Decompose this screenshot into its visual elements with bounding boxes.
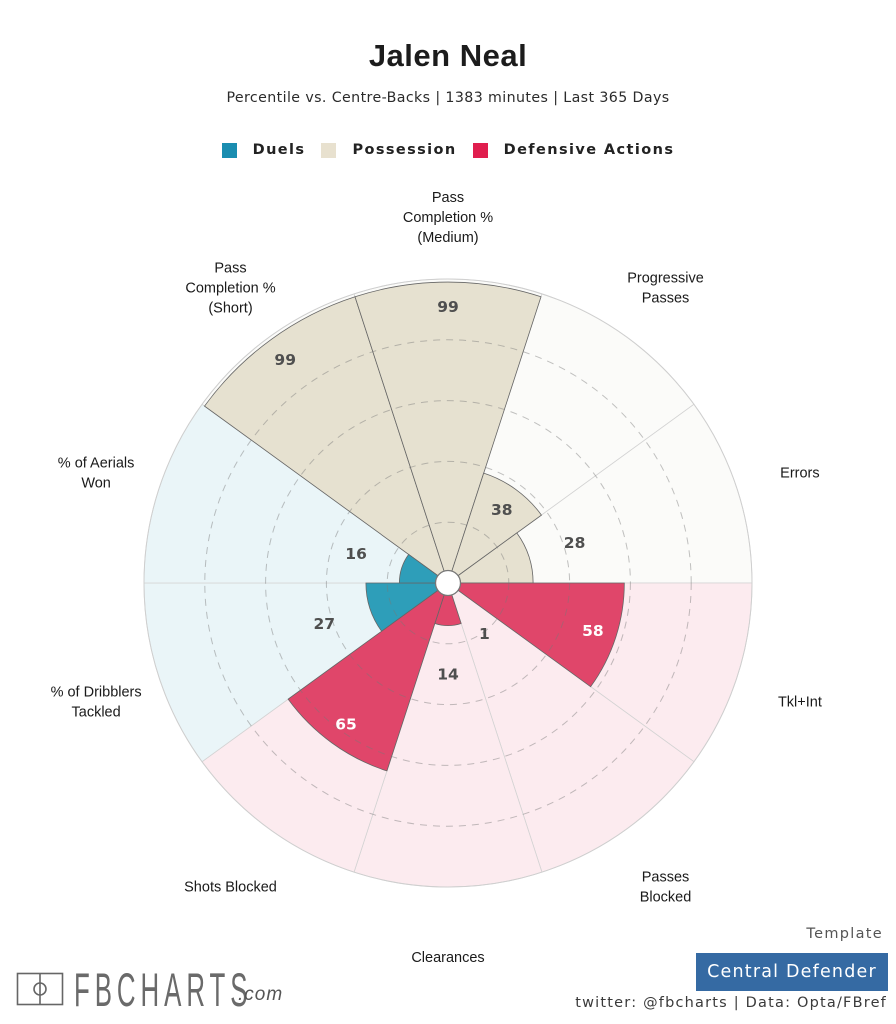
pitch-icon <box>16 972 64 1006</box>
category-label-pct-of-dribblers-tackled: % of Dribblers Tackled <box>51 684 142 720</box>
value-label-pass-completion-pct-short: 99 <box>274 351 296 369</box>
category-label-line: (Medium) <box>417 230 478 246</box>
category-label-line: (Short) <box>208 301 252 317</box>
category-label-pass-completion-pct-medium: Pass Completion % (Medium) <box>403 190 493 246</box>
legend-item-defensive-actions: Defensive Actions <box>472 142 675 158</box>
category-label-clearances: Clearances <box>411 950 484 966</box>
legend-swatch-defensive-actions <box>472 142 488 158</box>
bar-pct-of-aerials-won <box>398 553 450 584</box>
legend-label-possession: Possession <box>352 142 457 158</box>
value-label-tkl-int: 58 <box>582 622 604 640</box>
gridline-ring-80 <box>204 339 692 827</box>
gridline-ring-40 <box>325 460 571 706</box>
category-label-pass-completion-pct-short: Pass Completion % (Short) <box>185 261 275 317</box>
category-label-line: Won <box>81 476 111 492</box>
category-label-line: Progressive <box>627 271 704 287</box>
bar-pass-completion-pct-short <box>203 296 449 585</box>
template-badge: Central Defender <box>696 953 888 991</box>
value-bars <box>203 281 625 772</box>
legend-item-duels: Duels <box>221 142 306 158</box>
data-credit: twitter: @fbcharts | Data: Opta/FBref <box>575 995 887 1011</box>
category-label-line: Pass <box>432 190 464 206</box>
bar-pct-of-dribblers-tackled <box>365 582 450 632</box>
bar-pass-completion-pct-medium <box>354 281 542 585</box>
category-label-line: Passes <box>642 869 690 885</box>
category-label-line: % of Aerials <box>58 456 135 472</box>
category-label-line: Errors <box>780 466 819 482</box>
category-labels: Pass Completion % (Short) Pass Completion % (… <box>51 190 822 966</box>
logo-text: FBCHARTS <box>74 963 253 1016</box>
category-label-errors: Errors <box>780 466 819 482</box>
category-label-line: Shots Blocked <box>184 879 277 895</box>
legend-swatch-duels <box>221 142 237 158</box>
category-label-line: Passes <box>642 291 690 307</box>
logo-suffix: .com <box>238 984 284 1005</box>
legend-label-defensive-actions: Defensive Actions <box>503 142 675 158</box>
bar-tkl-int <box>446 582 625 688</box>
legend-swatch-possession <box>321 142 337 158</box>
category-label-line: Pass <box>214 261 246 277</box>
template-label: Template <box>806 926 883 942</box>
value-labels: 99 99 38 28 58 1 14 65 27 16 <box>274 298 603 733</box>
chart-title: Jalen Neal <box>368 38 528 73</box>
chart-subtitle: Percentile vs. Centre-Backs | 1383 minut… <box>226 90 670 106</box>
gridline-ring-20 <box>386 521 510 645</box>
center-hole <box>434 569 462 597</box>
category-label-line: % of Dribblers <box>51 684 142 700</box>
value-label-progressive-passes: 38 <box>491 501 513 519</box>
value-label-errors: 28 <box>564 534 586 552</box>
fbcharts-logo: FBCHARTS .com <box>16 963 306 1016</box>
value-label-clearances: 14 <box>437 666 459 684</box>
category-label-shots-blocked: Shots Blocked <box>184 879 277 895</box>
category-label-line: Completion % <box>185 281 275 297</box>
legend-label-duels: Duels <box>252 142 306 158</box>
category-label-line: Clearances <box>411 950 484 966</box>
category-label-pct-of-aerials-won: % of Aerials Won <box>58 456 135 492</box>
category-label-tkl-int: Tkl+Int <box>778 694 822 710</box>
category-label-line: Tackled <box>72 704 121 720</box>
value-label-pass-completion-pct-medium: 99 <box>437 298 459 316</box>
radial-gridlines <box>143 278 753 888</box>
category-label-passes-blocked: Passes Blocked <box>640 869 692 905</box>
category-label-line: Completion % <box>403 210 493 226</box>
category-label-progressive-passes: Progressive Passes <box>627 271 704 307</box>
value-label-passes-blocked: 1 <box>479 625 490 643</box>
bar-progressive-passes <box>447 472 543 585</box>
value-label-pct-of-aerials-won: 16 <box>345 545 367 563</box>
legend-item-possession: Possession <box>321 142 456 158</box>
bar-shots-blocked <box>287 581 449 772</box>
outer-ring <box>143 278 753 888</box>
category-label-line: Tkl+Int <box>778 694 822 710</box>
gridline-ring-60 <box>265 400 631 766</box>
category-label-line: Blocked <box>640 889 692 905</box>
value-label-pct-of-dribblers-tackled: 27 <box>314 615 336 633</box>
legend: Duels Possession Defensive Actions <box>0 142 896 158</box>
value-label-shots-blocked: 65 <box>335 715 357 733</box>
